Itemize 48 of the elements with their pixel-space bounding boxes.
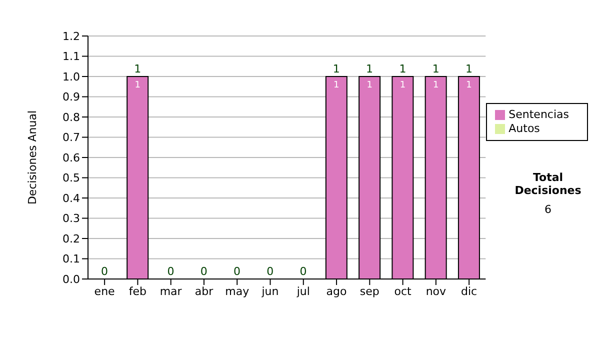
data-label: 1 <box>466 80 472 90</box>
x-tick-label: mar <box>160 284 182 298</box>
total-label: 1 <box>332 62 340 76</box>
y-tick-label: 0.5 <box>62 172 80 185</box>
total-label: 1 <box>432 62 440 76</box>
y-axis-title: Decisiones Anual <box>26 110 39 205</box>
total-label: 1 <box>399 62 406 76</box>
total-label: 0 <box>234 265 241 278</box>
x-tick-label: feb <box>128 284 147 298</box>
x-tick-label: abr <box>194 284 214 298</box>
x-tick-label: may <box>225 284 250 298</box>
y-tick-label: 0.4 <box>62 192 80 205</box>
data-label: 1 <box>400 80 406 90</box>
total-label: 0 <box>100 265 108 278</box>
text: 6 <box>544 203 552 216</box>
total-label: 0 <box>266 265 274 278</box>
y-tick-label: 0.6 <box>62 151 80 164</box>
legend-label: Sentencias <box>508 108 569 121</box>
y-tick-label: 1.1 <box>62 50 80 64</box>
data-label: 1 <box>366 80 372 90</box>
text: Total Decisiones <box>514 171 582 197</box>
x-tick-label: oct <box>394 284 412 298</box>
y-tick-label: 0.2 <box>62 232 80 246</box>
data-label: 1 <box>334 80 340 90</box>
data-label: 1 <box>134 80 140 90</box>
total-label: 0 <box>167 265 174 278</box>
x-tick-label: ene <box>94 284 116 298</box>
x-tick-label: jun <box>260 284 279 298</box>
total-label: 1 <box>134 62 142 76</box>
x-tick-label: sep <box>360 284 380 298</box>
legend-label: Autos <box>508 122 540 135</box>
total-label: 1 <box>366 62 374 76</box>
y-tick-label: 0.0 <box>62 272 80 286</box>
x-tick-label: nov <box>426 284 447 298</box>
x-tick-label: ago <box>326 284 348 298</box>
data-label: 1 <box>432 80 439 90</box>
y-tick-label: 0.9 <box>62 90 80 104</box>
y-tick-label: 0.8 <box>62 110 80 124</box>
y-tick-label: 1.2 <box>62 30 80 43</box>
y-tick-label: 0.7 <box>62 131 80 144</box>
x-tick-label: jul <box>296 284 310 298</box>
x-tick-label: dic <box>461 284 478 298</box>
total-label: 1 <box>465 62 472 76</box>
total-label: 0 <box>200 265 208 278</box>
y-tick-label: 0.1 <box>62 252 80 266</box>
y-tick-label: 0.3 <box>62 212 80 226</box>
y-tick-label: 1.0 <box>62 70 80 84</box>
total-label: 0 <box>300 265 307 278</box>
